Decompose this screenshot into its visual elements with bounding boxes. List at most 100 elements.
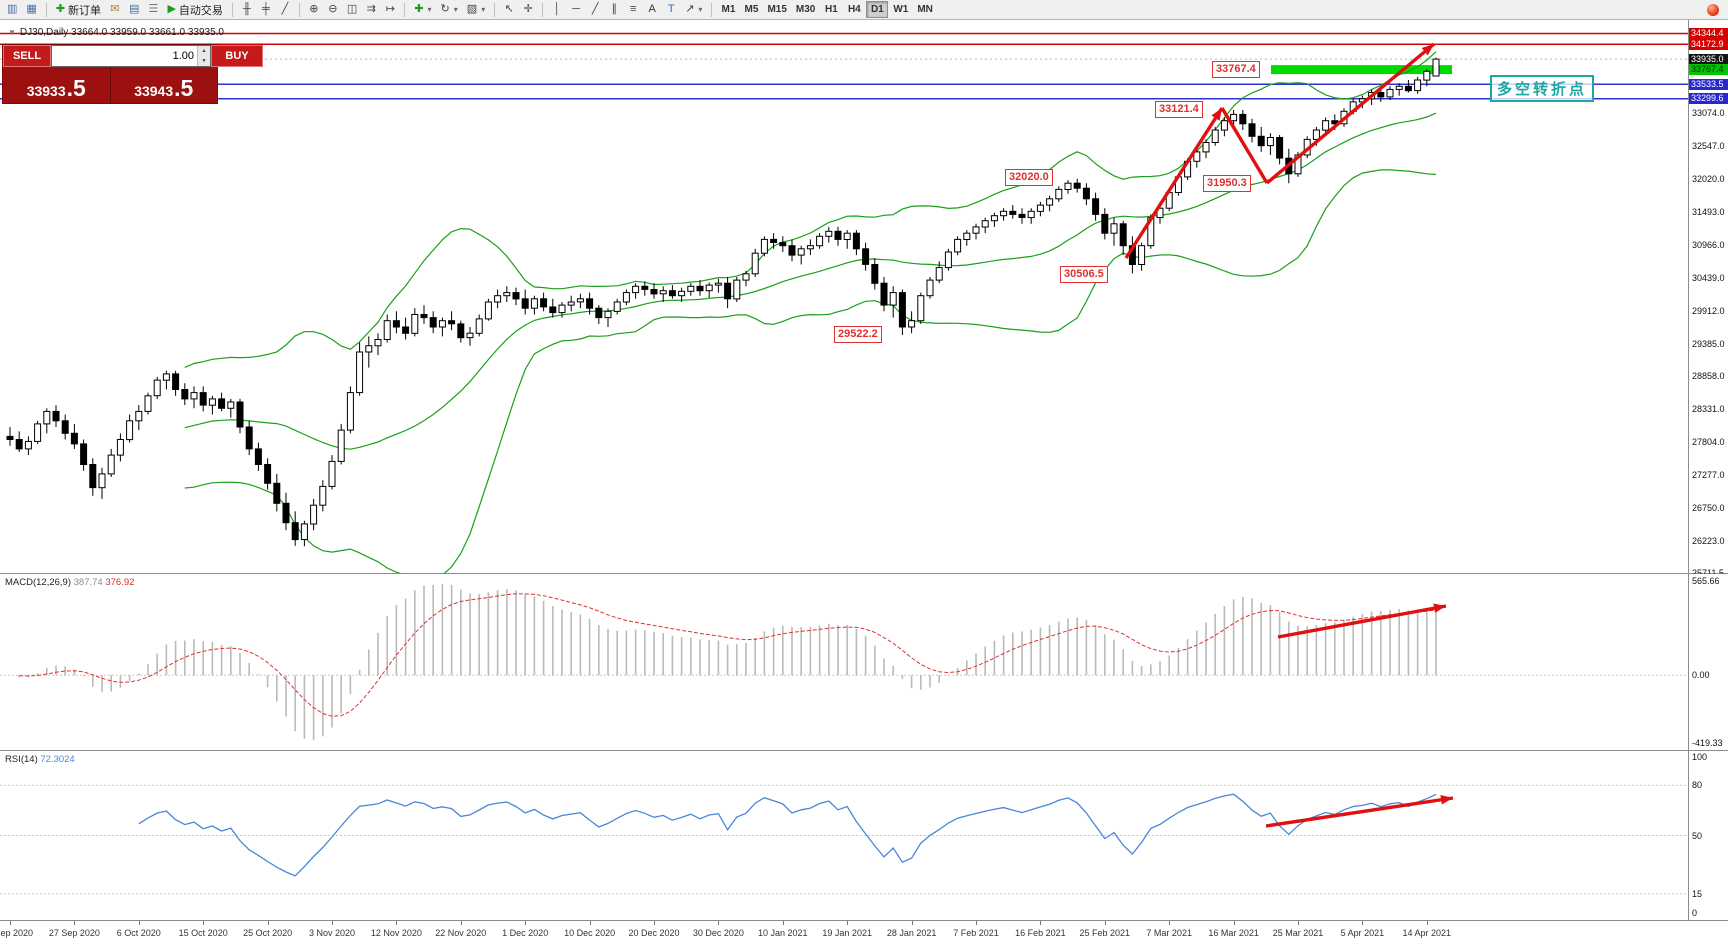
channel-tool[interactable]: ∥ <box>605 1 623 18</box>
macd-panel[interactable]: MACD(12,26,9) 387.74 376.92 565.66 0.00 -4… <box>0 574 1728 751</box>
cursor-tool[interactable]: ↖ <box>500 1 518 18</box>
news-icon[interactable]: ▤ <box>125 1 143 18</box>
one-click-toggle-icon[interactable]: ▼ <box>8 28 16 37</box>
candle <box>383 314 391 343</box>
market-watch-icon[interactable]: ☰ <box>144 1 162 18</box>
timeframe-m30[interactable]: M30 <box>792 1 819 18</box>
label-tool[interactable]: T <box>662 1 680 18</box>
chart-shift-icon: ↦ <box>385 3 395 15</box>
new-chart-icon[interactable]: ▦ <box>22 1 40 18</box>
zoom-out-icon[interactable]: ⊖ <box>324 1 342 18</box>
vertical-line-tool[interactable]: │ <box>548 1 566 18</box>
candle <box>484 298 492 321</box>
main-chart-panel[interactable]: ▼ DJ30,Daily 33664.0 33959.0 33661.0 3393… <box>0 20 1728 578</box>
timeframe-m1[interactable]: M1 <box>717 1 739 18</box>
candle <box>337 423 345 465</box>
volume-decrease-button[interactable]: ▼ <box>198 56 210 66</box>
toolbar-separator <box>711 2 713 17</box>
candle <box>576 293 584 309</box>
indicators-button-dropdown[interactable]: ▾ <box>427 5 432 14</box>
price-tick: 28858.0 <box>1692 371 1725 382</box>
timeframe-w1[interactable]: W1 <box>889 1 912 18</box>
price-annotation[interactable]: 33767.4 <box>1212 61 1260 78</box>
rsi-panel[interactable]: RSI(14) 72.3024 100 80 50 15 0 <box>0 751 1728 921</box>
time-axis[interactable]: 7 Sep 2020 27 Sep 2020 6 Oct 2020 15 Oct 20… <box>0 921 1728 944</box>
auto-trading-button[interactable]: ▶ 自动交易 <box>163 1 226 18</box>
price-scale[interactable]: 33074.0 32547.0 32020.0 31493.0 30966.0 30439… <box>1688 20 1728 578</box>
candle <box>236 398 244 434</box>
bar-chart-type-icon[interactable]: ╫ <box>238 1 256 18</box>
chart-shift-icon[interactable]: ↦ <box>381 1 399 18</box>
text-tool[interactable]: A <box>643 1 661 18</box>
notification-dot[interactable] <box>1707 3 1719 16</box>
bar-chart-type-icon: ╫ <box>243 3 251 15</box>
price-annotation[interactable]: 30506.5 <box>1060 266 1108 283</box>
timeframe-h4[interactable]: H4 <box>843 1 865 18</box>
charts-grid-icon[interactable]: ▥ <box>3 1 21 18</box>
rsi-scale-tick: 15 <box>1692 888 1703 899</box>
price-annotation[interactable]: 32020.0 <box>1005 169 1053 186</box>
timeframe-h1[interactable]: H1 <box>820 1 842 18</box>
candlestick-type-icon[interactable]: ╪ <box>257 1 275 18</box>
templates-button[interactable]: ▧ ▾ <box>463 1 489 18</box>
one-click-trading-panel: SELL ▲ ▼ BUY 33933.5 33943.5 <box>2 44 263 104</box>
trendline-tool[interactable]: ╱ <box>586 1 604 18</box>
price-chart-canvas[interactable] <box>0 20 1688 573</box>
chat-icon[interactable]: ✉ <box>106 1 124 18</box>
macd-value-signal: 376.92 <box>105 577 135 588</box>
candle <box>990 212 998 227</box>
timeframe-mn[interactable]: MN <box>913 1 937 18</box>
timeframe-m15[interactable]: M15 <box>763 1 790 18</box>
macd-name: MACD(12,26,9) <box>5 577 71 588</box>
tile-windows-icon[interactable]: ◫ <box>343 1 361 18</box>
crosshair-tool[interactable]: ✛ <box>519 1 537 18</box>
candle <box>1018 208 1026 224</box>
date-label: 10 Jan 2021 <box>758 928 808 938</box>
candle <box>61 414 69 440</box>
timeframe-m5[interactable]: M5 <box>740 1 762 18</box>
volume-input[interactable] <box>52 46 197 66</box>
line-chart-type-icon[interactable]: ╱ <box>276 1 294 18</box>
rsi-scale-tick: 80 <box>1692 780 1703 791</box>
time-tick <box>847 921 849 925</box>
candle <box>273 473 281 512</box>
candle <box>328 455 336 490</box>
auto-scroll-icon[interactable]: ⇉ <box>362 1 380 18</box>
rsi-value: 72.3024 <box>40 754 75 765</box>
candle <box>1368 89 1376 105</box>
new-order-button[interactable]: ✚ 新订单 <box>52 1 105 18</box>
rsi-scale[interactable]: 100 80 50 15 0 <box>1688 751 1728 920</box>
buy-price[interactable]: 33943.5 <box>111 67 218 103</box>
candle <box>365 336 373 368</box>
periods-button-dropdown[interactable]: ▾ <box>453 5 458 14</box>
zoom-in-icon[interactable]: ⊕ <box>305 1 323 18</box>
candle <box>926 277 934 299</box>
timeframe-d1[interactable]: D1 <box>866 1 889 18</box>
time-tick <box>396 921 398 925</box>
templates-button-dropdown[interactable]: ▾ <box>481 5 486 14</box>
periods-button[interactable]: ↻ ▾ <box>437 1 462 18</box>
indicators-button[interactable]: ✚ ▾ <box>410 1 435 18</box>
arrows-tool-dropdown[interactable]: ▾ <box>698 5 703 14</box>
candle <box>760 236 768 257</box>
turning-point-label[interactable]: 多空转折点 <box>1490 75 1595 102</box>
macd-scale[interactable]: 565.66 0.00 -419.33 <box>1688 574 1728 750</box>
volume-increase-button[interactable]: ▲ <box>198 46 210 56</box>
candle <box>1073 178 1081 193</box>
buy-button[interactable]: BUY <box>211 45 263 67</box>
sell-price[interactable]: 33933.5 <box>3 67 110 103</box>
candle <box>696 280 704 296</box>
macd-canvas <box>0 583 1688 741</box>
arrows-tool[interactable]: ↗ ▾ <box>681 1 706 18</box>
price-annotation[interactable]: 33121.4 <box>1155 101 1203 118</box>
horizontal-line-tool[interactable]: ─ <box>567 1 585 18</box>
sell-button[interactable]: SELL <box>3 45 51 67</box>
date-label: 27 Sep 2020 <box>48 928 100 938</box>
candle <box>1312 126 1320 146</box>
candle <box>742 270 750 287</box>
price-annotation[interactable]: 29522.2 <box>834 326 882 343</box>
price-annotation[interactable]: 31950.3 <box>1203 175 1251 192</box>
price-tick: 32547.0 <box>1692 140 1725 151</box>
chart-title-text: DJ30,Daily 33664.0 33959.0 33661.0 33935… <box>19 27 224 38</box>
fibonacci-tool[interactable]: ≡ <box>624 1 642 18</box>
